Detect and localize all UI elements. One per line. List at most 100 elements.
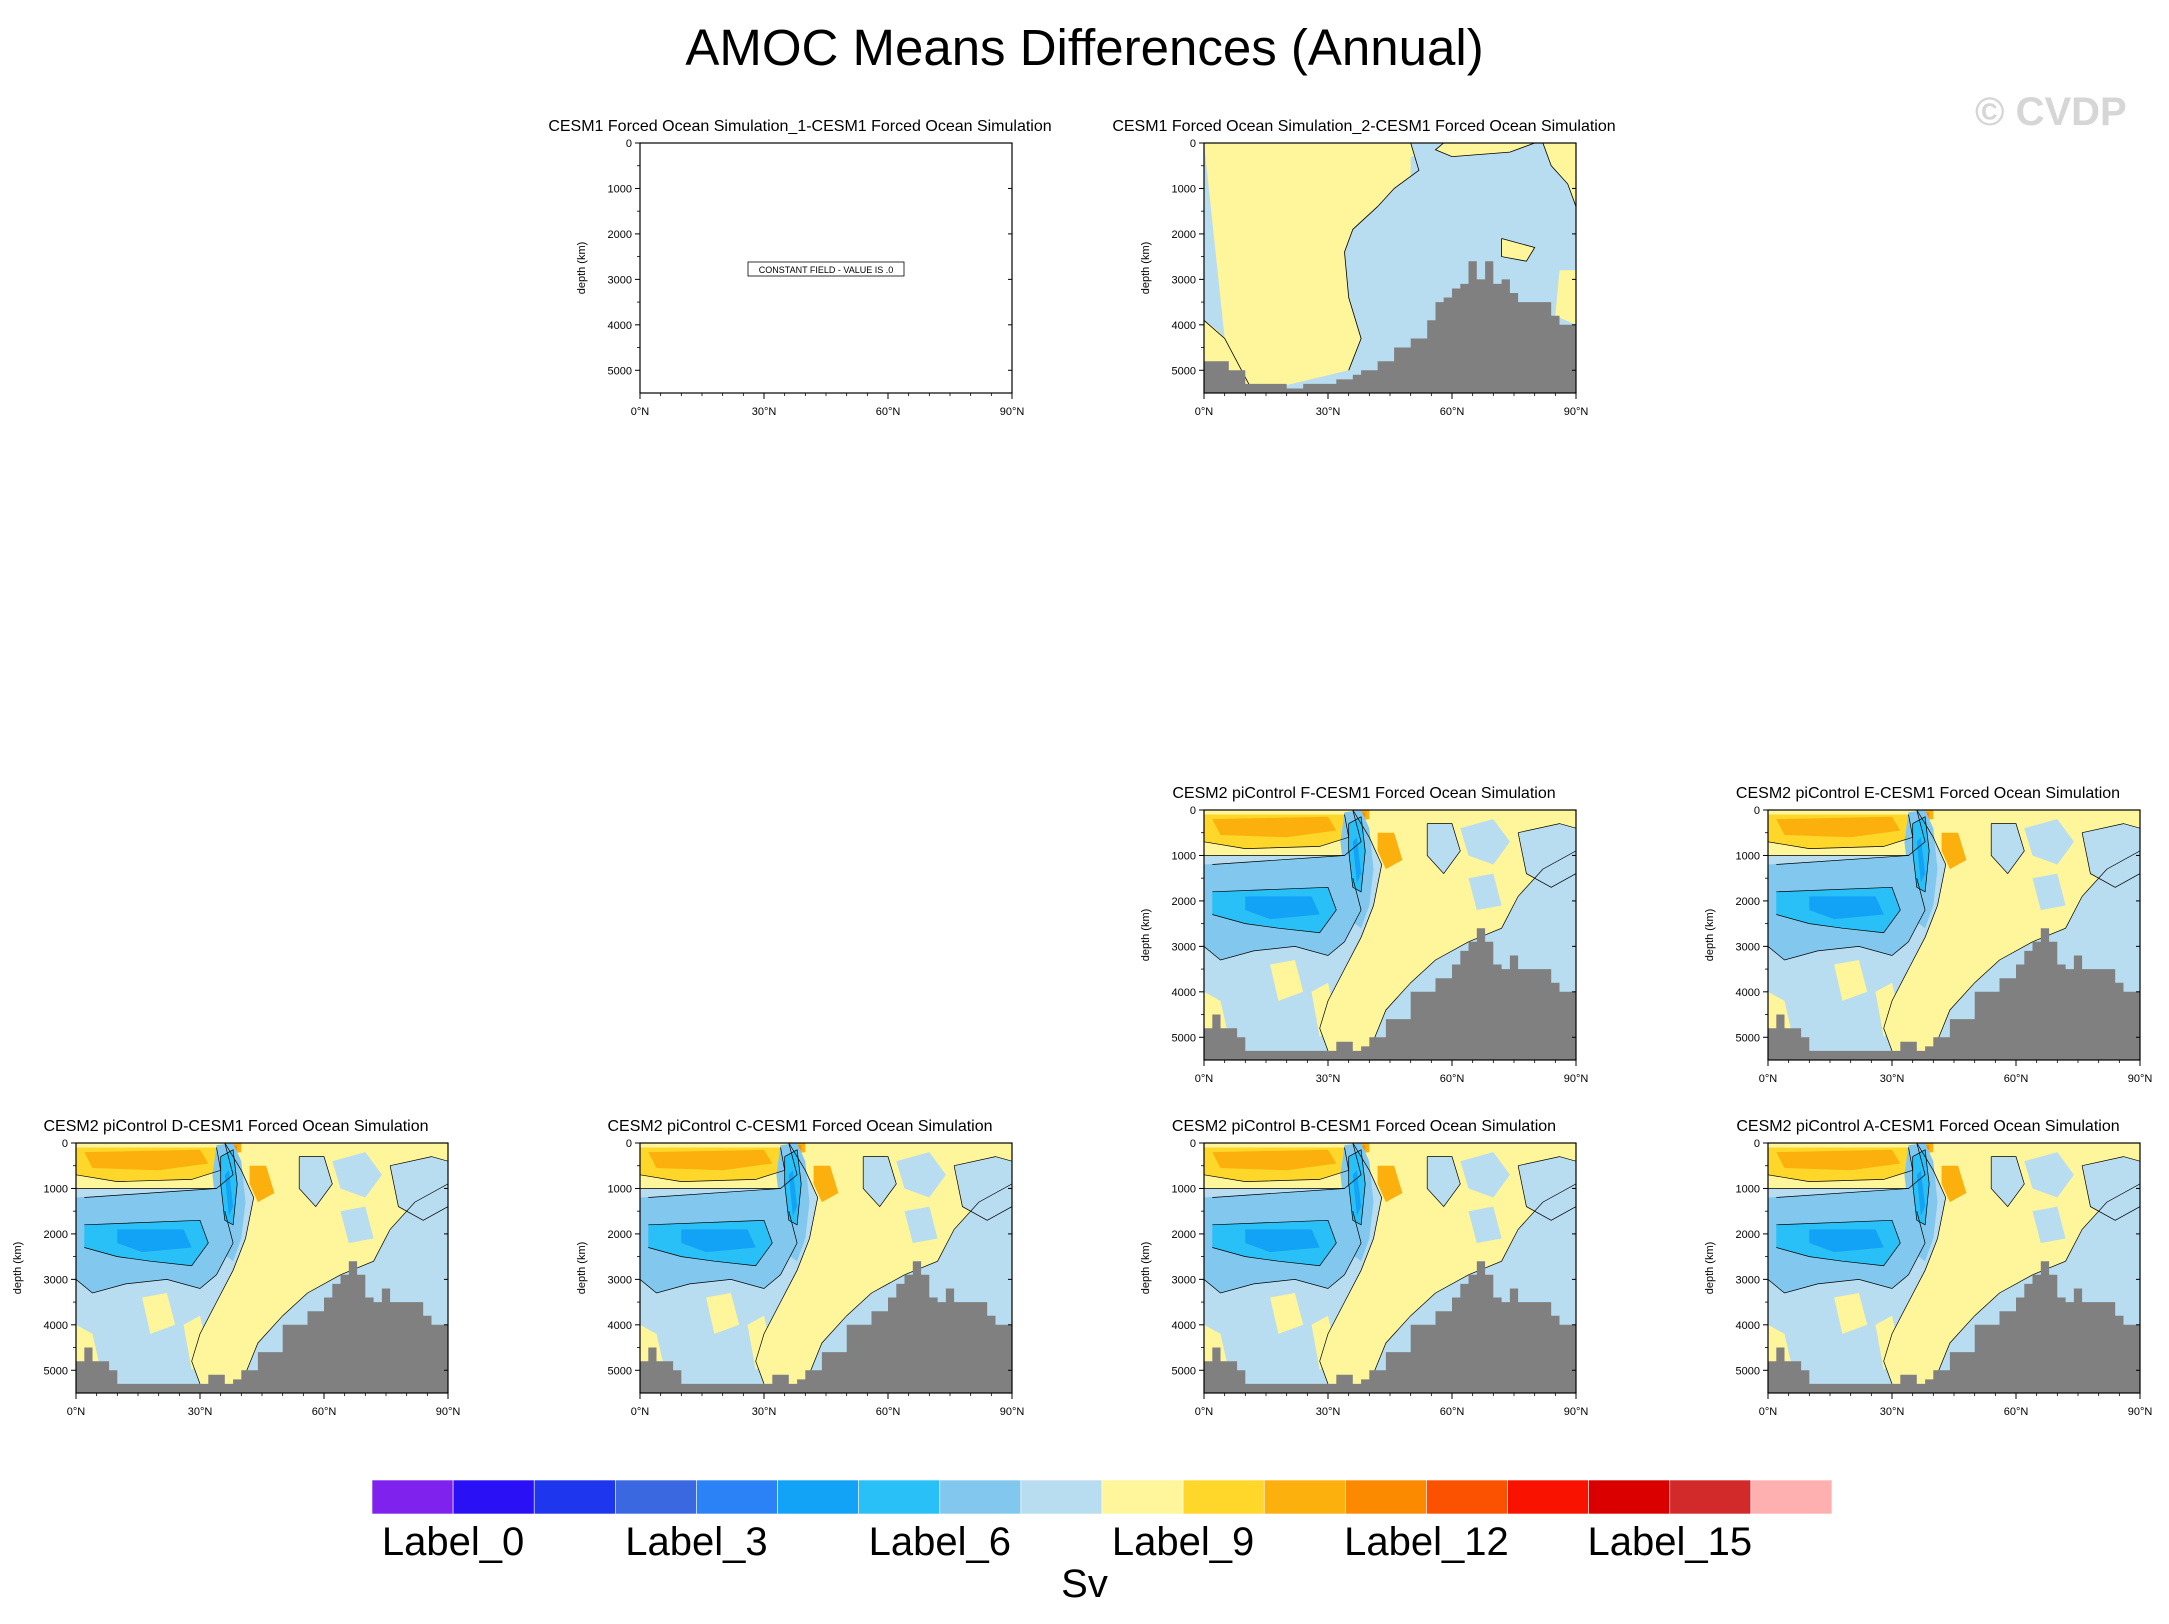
field-negative [788,1170,798,1216]
y-axis-label: depth (km) [1704,1242,1716,1295]
y-tick-label: 0 [1754,1138,1760,1150]
constant-field-message: CONSTANT FIELD - VALUE IS .0 [759,265,894,275]
y-tick-label: 0 [1754,805,1760,817]
y-tick-label: 5000 [1736,1365,1760,1377]
panel-title: CESM2 piControl A-CESM1 Forced Ocean Sim… [1736,1118,2120,1135]
contour-line [1768,878,1926,961]
bathymetry [76,1261,448,1393]
x-tick-label: 90°N [436,1406,461,1418]
y-tick-label: 1000 [44,1183,68,1195]
field-positive [1542,143,1576,207]
y-tick-label: 5000 [1172,365,1196,377]
y-tick-label: 3000 [1172,1274,1196,1286]
field-positive [813,1165,839,1203]
contour-line [755,1143,819,1385]
field-negative [1916,1170,1926,1216]
panel-plot: 0 1000 2000 3000 4000 5000 0°N 30°N 60°N 90°N dept… [576,1138,1024,1418]
field-negative [681,1229,756,1253]
contour-line [1212,1188,1345,1198]
colorbar-swatch [1101,1479,1184,1515]
field-positive [1270,1293,1304,1334]
x-tick-label: 60°N [876,1406,901,1418]
colorbar-swatch [1426,1479,1508,1515]
field-negative [1245,1229,1320,1253]
field-negative [2098,1229,2140,1284]
x-tick-label: 90°N [1564,1406,1589,1418]
panel-picontrol-a: CESM2 piControl A-CESM1 Forced Ocean Sim… [1668,1118,2169,1448]
y-tick-label: 5000 [608,1365,632,1377]
panel-title: CESM2 piControl C-CESM1 Forced Ocean Sim… [607,1118,993,1135]
colorbar-swatch [696,1479,778,1515]
contour-line [1776,1188,1909,1198]
field-positive [1377,832,1403,870]
y-tick-label: 2000 [608,229,632,241]
contour-line [953,1165,1012,1221]
field-positive [1319,810,1576,1060]
y-axis-label: depth (km) [576,1242,588,1295]
field-negative [2024,819,2074,865]
contour-line [2081,1165,2140,1221]
bathymetry [1204,261,1576,393]
x-tick-label: 30°N [188,1406,213,1418]
y-tick-label: 5000 [1172,1032,1196,1044]
field-negative [2098,896,2140,951]
contour-line [1204,814,1350,849]
y-tick-label: 4000 [1736,987,1760,999]
y-tick-label: 3000 [1736,941,1760,953]
y-tick-label: 3000 [608,1274,632,1286]
field-negative [1916,837,1926,883]
y-tick-label: 3000 [608,274,632,286]
contour-line [862,1156,897,1208]
contour-line [954,1156,1012,1167]
x-tick-label: 30°N [1880,1073,1905,1085]
field-negative [340,1206,374,1243]
colorbar-swatch [1588,1479,1671,1515]
contour-line [1768,814,1914,849]
contour-line [1517,1165,1576,1221]
contour-line [1212,855,1345,865]
colorbar-label: Label_0 [381,1520,525,1564]
field-negative [1991,823,2025,874]
colorbar-swatch [1750,1479,1833,1515]
y-tick-label: 0 [1190,1138,1196,1150]
panel-plot: 0 1000 2000 3000 4000 5000 0°N 30°N 60°N 90°N dept… [1140,138,1588,418]
contour-line [1212,886,1337,934]
x-tick-label: 0°N [631,1406,650,1418]
colorbar-swatch [615,1479,697,1515]
y-tick-label: 1000 [1172,850,1196,862]
contour-line [648,1219,773,1267]
field-positive [1834,1293,1868,1334]
y-tick-label: 5000 [1172,1365,1196,1377]
x-tick-label: 60°N [1440,1073,1465,1085]
field-negative [1245,896,1320,920]
panel-plot: CONSTANT FIELD - VALUE IS .0 0 1000 2000 300… [576,138,1024,418]
x-tick-label: 60°N [876,406,901,418]
field-negative [299,1156,333,1207]
contour-line [1344,143,1420,371]
contour-line [390,1156,448,1167]
field-positive [1883,1143,2140,1393]
field-negative [1809,1229,1884,1253]
field-negative [1352,1170,1362,1216]
contour-line [1204,1147,1350,1182]
field-positive [1212,1149,1337,1171]
panel-title: CESM2 piControl F-CESM1 Forced Ocean Sim… [1172,785,1556,802]
y-tick-label: 5000 [608,365,632,377]
plot-area [1204,143,1576,393]
constant-field-box [747,261,905,277]
field-negative [970,1229,1012,1284]
panel-plot: 0 1000 2000 3000 4000 5000 0°N 30°N 60°N 90°N dept… [1140,1138,1589,1418]
panel-title: CESM1 Forced Ocean Simulation_2-CESM1 Fo… [1112,118,1616,135]
contour-line [84,1188,217,1198]
colorbar-label: Label_6 [868,1520,1011,1564]
colorbar-swatch [533,1479,616,1515]
field-negative [1518,1156,1576,1221]
field-positive [1204,143,1419,393]
field-positive [191,1143,448,1393]
x-tick-label: 60°N [1440,406,1465,418]
panel-picontrol-e: CESM2 piControl E-CESM1 Forced Ocean Sim… [1668,785,2169,1115]
contour-line [1501,238,1536,262]
panel-forced-1: CESM1 Forced Ocean Simulation_1-CESM1 Fo… [540,118,1060,448]
panel-plot: 0 1000 2000 3000 4000 5000 0°N 30°N 60°N 90°N dept… [1704,805,2152,1085]
colorbar-swatch [1345,1479,1427,1515]
